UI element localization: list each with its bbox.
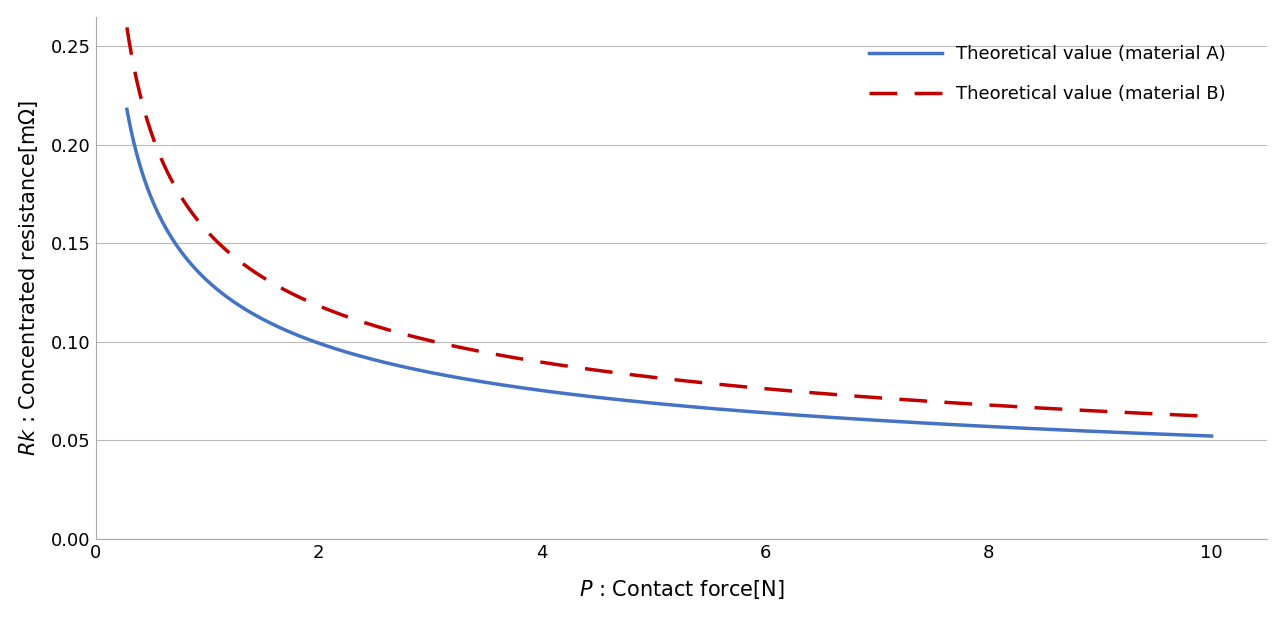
- Line: Theoretical value (material B): Theoretical value (material B): [127, 27, 1212, 417]
- Theoretical value (material B): [1204, 413, 1220, 420]
- Theoretical value (material A): [1172, 431, 1188, 439]
- Theoretical value (material B): [647, 374, 663, 381]
- Theoretical value (material A): [647, 400, 663, 407]
- Y-axis label: $Rk$ : Concentrated resistance[mΩ]: $Rk$ : Concentrated resistance[mΩ]: [17, 100, 40, 455]
- Theoretical value (material A): [1204, 433, 1220, 440]
- Theoretical value (material B): [175, 195, 190, 202]
- Theoretical value (material B): [973, 401, 989, 408]
- Theoretical value (material A): [973, 422, 989, 430]
- X-axis label: $P$ : Contact force[N]: $P$ : Contact force[N]: [579, 578, 785, 601]
- Legend: Theoretical value (material A), Theoretical value (material B): Theoretical value (material A), Theoreti…: [860, 36, 1235, 112]
- Line: Theoretical value (material A): Theoretical value (material A): [127, 109, 1212, 436]
- Theoretical value (material A): [119, 106, 135, 113]
- Theoretical value (material B): [1172, 412, 1188, 419]
- Theoretical value (material B): [119, 23, 135, 31]
- Theoretical value (material B): [618, 370, 633, 378]
- Theoretical value (material A): [1172, 431, 1188, 439]
- Theoretical value (material A): [618, 397, 633, 404]
- Theoretical value (material B): [1172, 412, 1188, 419]
- Theoretical value (material A): [175, 250, 190, 257]
